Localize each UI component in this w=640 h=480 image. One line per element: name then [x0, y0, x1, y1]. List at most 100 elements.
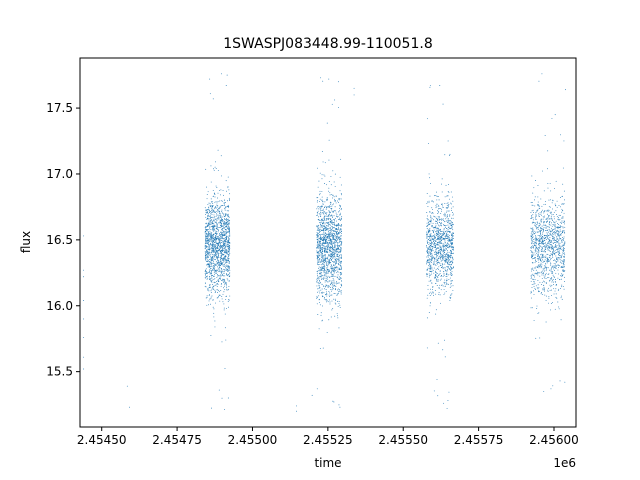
data-point — [337, 237, 339, 239]
data-point — [561, 208, 563, 210]
data-point — [552, 385, 554, 387]
data-point — [220, 256, 222, 258]
data-point — [538, 291, 540, 293]
data-point — [223, 194, 224, 196]
data-point — [442, 257, 444, 259]
data-point — [328, 236, 330, 238]
data-point — [531, 251, 533, 252]
data-point — [447, 263, 449, 265]
data-point — [555, 288, 557, 290]
data-point — [318, 285, 320, 287]
data-point — [426, 263, 427, 265]
data-point — [547, 187, 549, 189]
data-point — [218, 268, 220, 270]
data-point — [543, 211, 545, 213]
data-point — [554, 227, 556, 229]
data-point — [442, 257, 444, 259]
data-point — [332, 246, 334, 248]
data-point — [328, 230, 330, 232]
data-point — [220, 220, 222, 222]
data-point — [328, 299, 330, 301]
data-point — [549, 254, 551, 256]
data-point — [322, 242, 324, 243]
data-point — [317, 234, 319, 236]
data-point — [340, 193, 342, 195]
data-point — [533, 269, 535, 271]
data-point — [213, 289, 215, 291]
data-point — [221, 232, 223, 234]
data-point — [212, 206, 214, 207]
data-point — [545, 267, 547, 269]
data-point — [450, 249, 451, 251]
data-point — [440, 289, 442, 291]
data-point — [324, 259, 326, 260]
data-point — [560, 230, 562, 232]
data-point — [325, 294, 327, 296]
data-point — [337, 230, 338, 232]
data-point — [338, 404, 340, 406]
data-point — [319, 251, 321, 253]
data-point — [207, 289, 209, 291]
data-point — [444, 241, 446, 243]
data-point — [446, 280, 448, 281]
data-point — [320, 289, 322, 291]
data-point — [208, 237, 210, 239]
data-point — [326, 248, 327, 250]
data-point — [448, 222, 450, 224]
data-point — [540, 212, 542, 214]
data-point — [326, 197, 328, 199]
data-point — [551, 271, 553, 273]
data-point — [450, 297, 452, 299]
data-point — [444, 268, 446, 270]
data-point — [535, 235, 536, 237]
data-point — [564, 281, 566, 283]
data-point — [427, 285, 429, 286]
data-point — [335, 288, 337, 290]
data-point — [318, 213, 320, 215]
data-point — [554, 224, 556, 225]
data-point — [336, 238, 337, 240]
data-point — [557, 227, 559, 229]
data-point — [436, 262, 438, 264]
data-point — [320, 312, 322, 314]
data-point — [453, 252, 455, 254]
data-point — [224, 313, 226, 315]
data-point — [228, 223, 230, 224]
data-point — [210, 298, 212, 300]
data-point — [446, 233, 448, 235]
data-point — [449, 245, 451, 247]
data-point — [541, 225, 543, 227]
data-point — [215, 235, 216, 237]
data-point — [538, 243, 540, 245]
data-point — [436, 223, 438, 225]
data-point — [555, 244, 557, 246]
data-point — [445, 270, 446, 272]
data-point — [430, 217, 432, 219]
data-point — [332, 221, 334, 223]
data-point — [220, 175, 222, 177]
data-point — [205, 239, 207, 241]
data-point — [334, 249, 335, 251]
data-point — [334, 231, 336, 232]
data-point — [537, 238, 539, 240]
data-point — [548, 226, 550, 228]
data-point — [225, 259, 227, 261]
data-point — [212, 275, 214, 277]
data-point — [323, 218, 325, 220]
data-point — [336, 262, 338, 264]
data-point — [433, 195, 435, 197]
data-point — [339, 176, 341, 178]
data-point — [320, 207, 322, 209]
data-point — [210, 220, 212, 222]
data-point — [562, 251, 564, 253]
data-point — [538, 207, 540, 209]
data-point — [213, 238, 215, 240]
data-point — [560, 255, 562, 257]
data-point — [563, 260, 565, 262]
data-point — [443, 257, 445, 259]
data-point — [544, 275, 546, 277]
data-point — [449, 155, 451, 157]
data-point — [331, 205, 333, 207]
data-point — [340, 266, 342, 268]
data-point — [217, 170, 219, 171]
